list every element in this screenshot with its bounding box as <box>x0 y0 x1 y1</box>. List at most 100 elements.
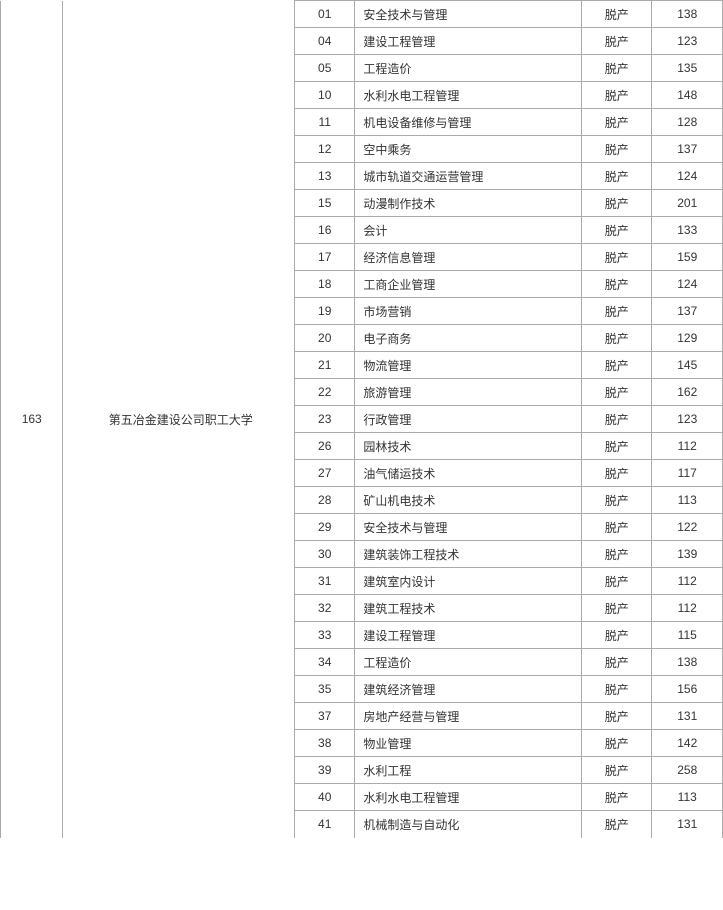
major-name: 建筑工程技术 <box>355 595 582 622</box>
study-mode: 脱产 <box>581 541 651 568</box>
major-name: 会计 <box>355 217 582 244</box>
major-name: 建设工程管理 <box>355 622 582 649</box>
study-mode: 脱产 <box>581 676 651 703</box>
score-value: 129 <box>652 325 723 352</box>
major-name: 工商企业管理 <box>355 271 582 298</box>
major-code: 29 <box>295 514 355 541</box>
major-name: 动漫制作技术 <box>355 190 582 217</box>
major-code: 17 <box>295 244 355 271</box>
score-value: 201 <box>652 190 723 217</box>
score-value: 138 <box>652 1 723 28</box>
major-table: 163第五冶金建设公司职工大学01安全技术与管理脱产13804建设工程管理脱产1… <box>0 0 723 838</box>
major-name: 房地产经营与管理 <box>355 703 582 730</box>
score-value: 123 <box>652 406 723 433</box>
major-code: 01 <box>295 1 355 28</box>
major-code: 23 <box>295 406 355 433</box>
study-mode: 脱产 <box>581 325 651 352</box>
major-code: 15 <box>295 190 355 217</box>
study-mode: 脱产 <box>581 595 651 622</box>
score-value: 138 <box>652 649 723 676</box>
major-code: 41 <box>295 811 355 838</box>
major-name: 园林技术 <box>355 433 582 460</box>
major-code: 31 <box>295 568 355 595</box>
major-code: 27 <box>295 460 355 487</box>
score-value: 156 <box>652 676 723 703</box>
major-code: 34 <box>295 649 355 676</box>
major-name: 安全技术与管理 <box>355 1 582 28</box>
major-name: 空中乘务 <box>355 136 582 163</box>
study-mode: 脱产 <box>581 703 651 730</box>
study-mode: 脱产 <box>581 622 651 649</box>
major-name: 经济信息管理 <box>355 244 582 271</box>
school-name: 第五冶金建设公司职工大学 <box>109 413 253 427</box>
study-mode: 脱产 <box>581 109 651 136</box>
study-mode: 脱产 <box>581 433 651 460</box>
major-code: 33 <box>295 622 355 649</box>
study-mode: 脱产 <box>581 217 651 244</box>
major-code: 35 <box>295 676 355 703</box>
major-name: 安全技术与管理 <box>355 514 582 541</box>
score-value: 117 <box>652 460 723 487</box>
score-value: 113 <box>652 487 723 514</box>
major-code: 19 <box>295 298 355 325</box>
major-code: 04 <box>295 28 355 55</box>
major-name: 工程造价 <box>355 55 582 82</box>
study-mode: 脱产 <box>581 352 651 379</box>
major-name: 物业管理 <box>355 730 582 757</box>
study-mode: 脱产 <box>581 136 651 163</box>
study-mode: 脱产 <box>581 244 651 271</box>
school-name-cell: 第五冶金建设公司职工大学 <box>63 1 295 838</box>
major-code: 18 <box>295 271 355 298</box>
major-code: 16 <box>295 217 355 244</box>
score-value: 137 <box>652 298 723 325</box>
score-value: 258 <box>652 757 723 784</box>
major-name: 矿山机电技术 <box>355 487 582 514</box>
study-mode: 脱产 <box>581 190 651 217</box>
study-mode: 脱产 <box>581 487 651 514</box>
major-code: 26 <box>295 433 355 460</box>
major-code: 22 <box>295 379 355 406</box>
major-name: 工程造价 <box>355 649 582 676</box>
major-name: 水利水电工程管理 <box>355 784 582 811</box>
score-value: 131 <box>652 703 723 730</box>
major-code: 37 <box>295 703 355 730</box>
study-mode: 脱产 <box>581 568 651 595</box>
major-name: 机电设备维修与管理 <box>355 109 582 136</box>
school-code-cell: 163 <box>1 1 63 838</box>
study-mode: 脱产 <box>581 55 651 82</box>
major-code: 05 <box>295 55 355 82</box>
major-name: 水利工程 <box>355 757 582 784</box>
study-mode: 脱产 <box>581 298 651 325</box>
study-mode: 脱产 <box>581 784 651 811</box>
major-name: 物流管理 <box>355 352 582 379</box>
score-value: 131 <box>652 811 723 838</box>
study-mode: 脱产 <box>581 28 651 55</box>
major-code: 10 <box>295 82 355 109</box>
major-name: 建设工程管理 <box>355 28 582 55</box>
study-mode: 脱产 <box>581 757 651 784</box>
study-mode: 脱产 <box>581 811 651 838</box>
major-code: 39 <box>295 757 355 784</box>
score-value: 124 <box>652 163 723 190</box>
major-code: 32 <box>295 595 355 622</box>
study-mode: 脱产 <box>581 649 651 676</box>
study-mode: 脱产 <box>581 460 651 487</box>
score-value: 142 <box>652 730 723 757</box>
score-value: 162 <box>652 379 723 406</box>
score-value: 159 <box>652 244 723 271</box>
score-value: 113 <box>652 784 723 811</box>
major-name: 建筑室内设计 <box>355 568 582 595</box>
major-code: 11 <box>295 109 355 136</box>
major-code: 30 <box>295 541 355 568</box>
score-value: 133 <box>652 217 723 244</box>
major-code: 12 <box>295 136 355 163</box>
study-mode: 脱产 <box>581 163 651 190</box>
study-mode: 脱产 <box>581 82 651 109</box>
major-name: 建筑装饰工程技术 <box>355 541 582 568</box>
major-name: 市场营销 <box>355 298 582 325</box>
study-mode: 脱产 <box>581 406 651 433</box>
major-name: 旅游管理 <box>355 379 582 406</box>
school-code: 163 <box>22 412 42 426</box>
study-mode: 脱产 <box>581 271 651 298</box>
score-value: 115 <box>652 622 723 649</box>
